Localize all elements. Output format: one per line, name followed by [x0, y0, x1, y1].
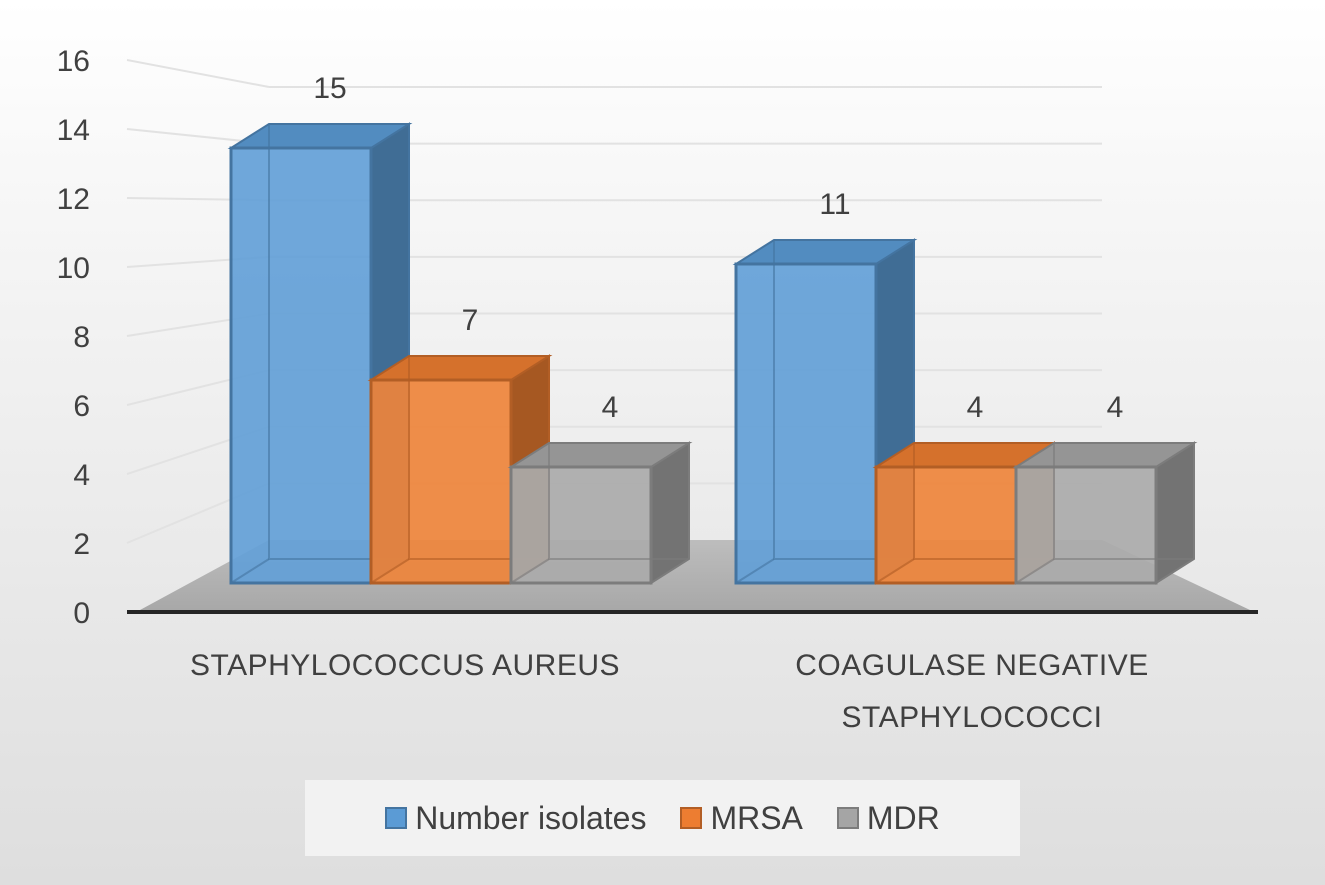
x-category-label: COAGULASE NEGATIVE STAPHYLOCOCCI — [795, 649, 1149, 734]
data-label: 7 — [462, 304, 479, 337]
y-tick-label: 16 — [57, 45, 90, 78]
legend-item-mdr: MDR — [836, 799, 940, 837]
y-tick-label: 0 — [73, 597, 90, 630]
bar-mdr — [1012, 441, 1198, 585]
bar-number-isolates — [227, 122, 413, 585]
legend-label: Number isolates — [415, 799, 647, 836]
data-label: 4 — [967, 391, 984, 424]
data-label: 15 — [313, 72, 346, 105]
x-category-label: STAPHYLOCOCCUS AUREUS — [190, 649, 620, 682]
x-axis: STAPHYLOCOCCUS AUREUS COAGULASE NEGATIVE S… — [190, 649, 1149, 734]
gridline — [126, 59, 270, 88]
data-label: 11 — [819, 188, 850, 221]
legend-item-number-isolates: Number isolates — [385, 800, 646, 837]
y-tick-label: 8 — [73, 321, 90, 354]
bar-mdr — [507, 441, 693, 585]
legend-swatch-mdr — [836, 807, 859, 829]
y-tick-label: 4 — [73, 459, 90, 492]
legend-swatch-number-isolates — [385, 807, 408, 829]
y-tick-label: 12 — [57, 183, 90, 216]
legend: Number isolates MRSA MDR — [305, 780, 1020, 856]
data-label: 4 — [602, 391, 619, 424]
bars — [227, 122, 1198, 585]
data-labels: 15 7 4 11 4 4 — [313, 72, 1123, 424]
y-tick-label: 10 — [57, 252, 90, 285]
legend-item-mrsa: MRSA — [680, 799, 803, 837]
y-tick-label: 6 — [73, 390, 90, 423]
y-tick-label: 2 — [73, 528, 90, 561]
y-axis: 0 2 4 6 8 10 12 14 16 — [57, 45, 1258, 630]
legend-label: MDR — [866, 799, 940, 836]
y-tick-label: 14 — [57, 114, 90, 147]
legend-label: MRSA — [710, 799, 803, 836]
data-label: 4 — [1107, 391, 1124, 424]
legend-swatch-mrsa — [680, 807, 703, 829]
